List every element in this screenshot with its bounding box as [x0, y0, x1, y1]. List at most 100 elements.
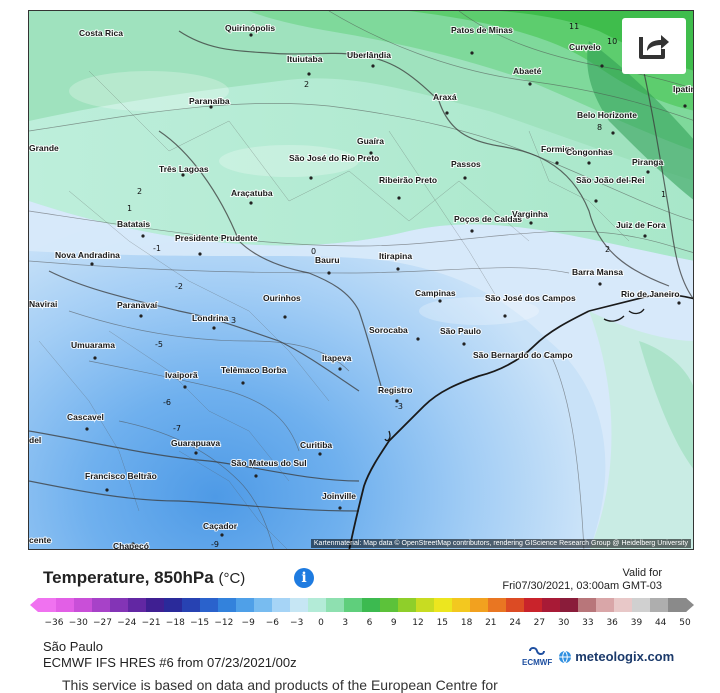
scale-tick-label: −36	[44, 618, 64, 628]
scale-swatch	[416, 598, 435, 612]
city-label: Piranga	[632, 157, 663, 167]
meteologix-text: meteologix.com	[575, 649, 675, 664]
city-label: Presidente Prudente	[175, 233, 258, 243]
color-scale	[30, 596, 694, 618]
city-label: Patos de Minas	[451, 25, 513, 35]
scale-swatch	[254, 598, 273, 612]
scale-swatch	[596, 598, 615, 612]
city-label: Congonhas	[566, 147, 613, 157]
isoline-label: 1	[661, 190, 666, 199]
isoline-label: -7	[173, 424, 181, 433]
info-icon[interactable]: i	[294, 568, 314, 588]
scale-swatch	[74, 598, 93, 612]
city-label: Guaíra	[357, 136, 384, 146]
isoline-label: 2	[605, 245, 610, 254]
city-label: Paranaíba	[189, 96, 230, 106]
scale-swatch	[488, 598, 507, 612]
isoline-label: -2	[175, 282, 183, 291]
scale-swatch	[650, 598, 669, 612]
city-label: Abaeté	[513, 66, 542, 76]
city-label: São Mateus do Sul	[231, 458, 307, 468]
scale-tick-label: −21	[141, 618, 161, 628]
scale-swatch	[434, 598, 453, 612]
city-label: Juiz de Fora	[616, 220, 666, 230]
city-label: Costa Rica	[79, 28, 123, 38]
city-label: Araxá	[433, 92, 457, 102]
isoline-label: 1	[127, 204, 132, 213]
city-label: São Paulo	[440, 326, 481, 336]
city-label: Itapeva	[322, 353, 352, 363]
scale-tick-label: 21	[485, 618, 497, 628]
city-label: Paranavaí	[117, 300, 158, 310]
isoline-label: -1	[153, 244, 161, 253]
city-label: Curitiba	[300, 440, 332, 450]
city-label: Araçatuba	[231, 188, 273, 198]
scale-tick-label: 3	[342, 618, 349, 628]
city-label: Uberlândia	[347, 50, 391, 60]
meteologix-logo[interactable]: meteologix.com	[558, 649, 674, 664]
scale-swatch	[164, 598, 183, 612]
color-scale-bar	[30, 598, 694, 612]
scale-swatch	[272, 598, 291, 612]
city-label: Belo Horizonte	[577, 110, 637, 120]
city-label: Joinville	[322, 491, 356, 501]
city-label: São José do Rio Preto	[289, 153, 379, 163]
city-label: Ourinhos	[263, 293, 301, 303]
scale-tick-label: 27	[533, 618, 546, 628]
city-label: Umuarama	[71, 340, 115, 350]
scale-swatch	[668, 598, 687, 612]
isoline-label: -6	[163, 398, 171, 407]
city-label: Formiga	[541, 144, 575, 154]
scale-swatch	[452, 598, 471, 612]
scale-tick-label: 6	[366, 618, 373, 628]
valid-for: Valid for Fri07/30/2021, 03:00am GMT-03	[502, 567, 662, 593]
city-label: Londrina	[192, 313, 229, 323]
scale-tick-label: −3	[290, 618, 304, 628]
scale-right-arrow	[686, 598, 694, 612]
scale-swatch	[308, 598, 327, 612]
city-label: cente	[29, 535, 51, 545]
scale-tick-label: 12	[412, 618, 424, 628]
city-label: Três Lagoas	[159, 164, 209, 174]
logos: ECMWF meteologix.com	[522, 646, 674, 667]
scale-swatch	[38, 598, 57, 612]
scale-swatch	[632, 598, 651, 612]
share-button[interactable]	[622, 18, 686, 74]
scale-swatch	[524, 598, 543, 612]
isoline-label: 8	[597, 123, 602, 132]
scale-tick-label: −27	[93, 618, 112, 628]
city-label: São José dos Campos	[485, 293, 576, 303]
scale-tick-label: −12	[214, 618, 234, 628]
scale-swatch	[362, 598, 381, 612]
scale-swatch	[200, 598, 219, 612]
city-label: Rio de Janeiro	[621, 289, 680, 299]
scale-tick-label: 44	[654, 618, 667, 628]
city-label: Telêmaco Borba	[221, 365, 287, 375]
city-label: Bauru	[315, 255, 340, 265]
scale-swatch	[614, 598, 633, 612]
ecmwf-icon	[529, 647, 546, 655]
isoline-label: 3	[231, 316, 236, 325]
isoline-label: 11	[569, 22, 579, 31]
scale-tick-label: 50	[679, 618, 691, 628]
title-unit: (°C)	[218, 570, 246, 587]
isoline-label: -3	[395, 402, 403, 411]
scale-tick-label: 39	[630, 618, 643, 628]
city-label: Passos	[451, 159, 481, 169]
city-label: Quirinópolis	[225, 23, 275, 33]
scale-tick-label: 30	[557, 618, 570, 628]
scale-swatch	[290, 598, 309, 612]
city-label: Barra Mansa	[572, 267, 623, 277]
scale-swatch	[218, 598, 237, 612]
scale-tick-label: 18	[460, 618, 473, 628]
scale-swatch	[146, 598, 165, 612]
city-label: Ipatinga	[673, 84, 694, 94]
city-label: Francisco Beltrão	[85, 471, 157, 481]
temperature-field: Costa Rica Quirinópolis Patos de Minas C…	[29, 11, 694, 549]
weather-map[interactable]: Costa Rica Quirinópolis Patos de Minas C…	[28, 10, 694, 550]
isoline-label: 2	[304, 80, 309, 89]
city-label: Guarapuava	[171, 438, 220, 448]
scale-swatch	[56, 598, 75, 612]
scale-swatch	[92, 598, 111, 612]
scale-swatch	[128, 598, 147, 612]
